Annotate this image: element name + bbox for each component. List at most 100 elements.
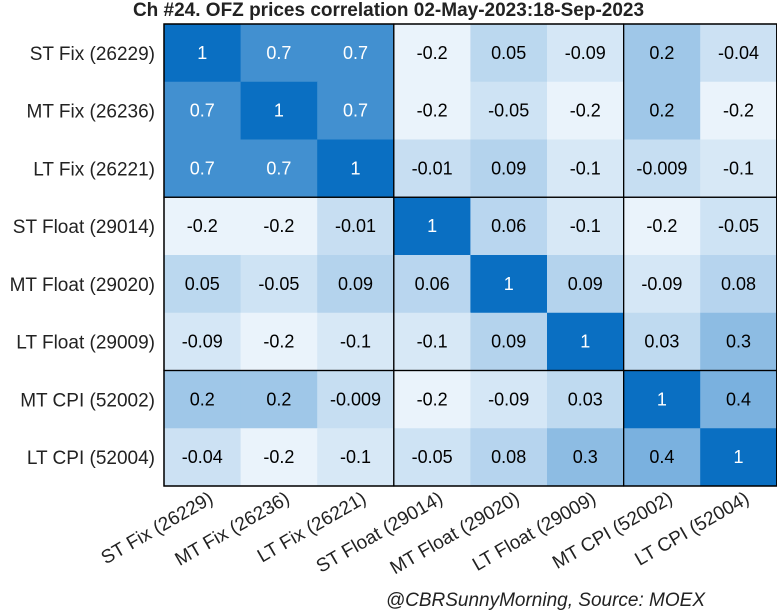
cell-value: -0.01 bbox=[335, 216, 376, 236]
cell-value: 0.09 bbox=[568, 274, 603, 294]
cell-value: -0.2 bbox=[723, 101, 754, 121]
cell-value: -0.09 bbox=[565, 43, 606, 63]
heatmap-cell bbox=[547, 312, 625, 371]
cell-value: 0.05 bbox=[491, 43, 526, 63]
cell-value: -0.05 bbox=[258, 274, 299, 294]
cell-value: 1 bbox=[427, 216, 437, 236]
cell-value: 1 bbox=[274, 101, 284, 121]
heatmap-cell bbox=[470, 139, 548, 198]
cell-value: -0.04 bbox=[718, 43, 759, 63]
cell-value: 0.08 bbox=[721, 274, 756, 294]
column-label: MT Float (29020) bbox=[387, 488, 523, 579]
heatmap-cell bbox=[240, 370, 318, 429]
heatmap-cell bbox=[700, 139, 777, 198]
cell-value: -0.09 bbox=[488, 389, 529, 409]
heatmap-cell bbox=[470, 197, 548, 256]
heatmap-cell bbox=[240, 312, 318, 371]
heatmap-cell bbox=[317, 370, 395, 429]
cell-value: -0.09 bbox=[641, 274, 682, 294]
heatmap-cell bbox=[623, 312, 701, 371]
row-labels: ST Fix (26229) MT Fix (26236) LT Fix (2622… bbox=[10, 44, 155, 469]
row-label: LT Float (29009) bbox=[16, 333, 155, 354]
heatmap-cell bbox=[700, 370, 777, 429]
cell-value: 0.7 bbox=[343, 43, 368, 63]
cell-value: 1 bbox=[350, 158, 360, 178]
cell-value: -0.2 bbox=[570, 101, 601, 121]
heatmap-cell bbox=[547, 370, 625, 429]
heatmap-cell bbox=[317, 139, 395, 198]
heatmap-cell bbox=[317, 24, 395, 83]
heatmap-cell bbox=[164, 197, 242, 256]
cell-value: -0.2 bbox=[263, 332, 294, 352]
cell-value: 0.2 bbox=[649, 101, 674, 121]
cell-value: -0.1 bbox=[340, 447, 371, 467]
heatmap-cell bbox=[164, 428, 242, 487]
heatmap-cell bbox=[623, 370, 701, 429]
cell-value: 0.06 bbox=[491, 216, 526, 236]
heatmap-cell bbox=[164, 312, 242, 371]
heatmap-cell bbox=[393, 24, 471, 83]
heatmap-cell bbox=[240, 255, 318, 314]
heatmap-cell bbox=[547, 139, 625, 198]
cell-value: -0.09 bbox=[182, 332, 223, 352]
heatmap-cell bbox=[317, 255, 395, 314]
heatmap-cell bbox=[547, 197, 625, 256]
heatmap-cell bbox=[164, 255, 242, 314]
heatmap-cell bbox=[623, 81, 701, 140]
row-label: ST Fix (26229) bbox=[30, 44, 155, 65]
cell-value: 0.03 bbox=[568, 389, 603, 409]
cell-value: -0.2 bbox=[417, 389, 448, 409]
heatmap-cell bbox=[240, 197, 318, 256]
row-label: LT CPI (52004) bbox=[27, 448, 155, 469]
row-label: MT Fix (26236) bbox=[27, 102, 155, 123]
heatmap-cell bbox=[393, 139, 471, 198]
cell-value: -0.2 bbox=[263, 447, 294, 467]
heatmap-cell bbox=[240, 428, 318, 487]
heatmap-cell bbox=[470, 370, 548, 429]
cell-value: -0.05 bbox=[412, 447, 453, 467]
cell-value: 0.7 bbox=[343, 101, 368, 121]
heatmap-cell bbox=[623, 24, 701, 83]
cell-value: -0.01 bbox=[412, 158, 453, 178]
cell-value: 0.7 bbox=[266, 43, 291, 63]
cell-value: 0.7 bbox=[266, 158, 291, 178]
heatmap-cell bbox=[393, 312, 471, 371]
row-label: ST Float (29014) bbox=[13, 217, 155, 238]
heatmap-cell bbox=[623, 197, 701, 256]
cell-value: 0.7 bbox=[190, 101, 215, 121]
cell-value: -0.1 bbox=[417, 332, 448, 352]
cell-value: 0.3 bbox=[573, 447, 598, 467]
heatmap-cell bbox=[470, 255, 548, 314]
heatmap-cell bbox=[317, 197, 395, 256]
correlation-heatmap: 1 0.7 0.7 -0.2 0.05 -0.09 0.2 -0.04 0.7 1 0.7 -0.2 -… bbox=[10, 23, 777, 579]
heatmap-cell bbox=[164, 139, 242, 198]
heatmap-cell bbox=[240, 24, 318, 83]
chart-source: @CBRSunnyMorning, Source: MOEX bbox=[385, 590, 705, 611]
cell-value: -0.1 bbox=[340, 332, 371, 352]
heatmap-cell bbox=[240, 81, 318, 140]
cell-value: -0.1 bbox=[570, 216, 601, 236]
cell-value: -0.1 bbox=[570, 158, 601, 178]
heatmap-cell bbox=[240, 139, 318, 198]
heatmap-cell bbox=[623, 428, 701, 487]
row-label: MT Float (29020) bbox=[10, 275, 155, 296]
cell-value: 0.4 bbox=[649, 447, 674, 467]
heatmap-cell bbox=[164, 24, 242, 83]
cell-value: 1 bbox=[657, 389, 667, 409]
heatmap-cell bbox=[470, 81, 548, 140]
heatmap-cell bbox=[700, 312, 777, 371]
heatmap-cell bbox=[393, 81, 471, 140]
column-label: ST Float (29014) bbox=[313, 488, 447, 577]
row-label: MT CPI (52002) bbox=[20, 390, 155, 411]
cell-value: 0.05 bbox=[185, 274, 220, 294]
heatmap-cell bbox=[317, 81, 395, 140]
cell-value: 0.2 bbox=[649, 43, 674, 63]
cell-value: -0.009 bbox=[636, 158, 687, 178]
heatmap-cell bbox=[700, 81, 777, 140]
cell-value: 0.3 bbox=[726, 332, 751, 352]
cell-value: 1 bbox=[580, 332, 590, 352]
cell-value: 0.2 bbox=[190, 389, 215, 409]
row-label: LT Fix (26221) bbox=[33, 159, 155, 180]
chart-title: Ch #24. OFZ prices correlation 02-May-20… bbox=[132, 0, 645, 21]
cell-value: 0.03 bbox=[644, 332, 679, 352]
